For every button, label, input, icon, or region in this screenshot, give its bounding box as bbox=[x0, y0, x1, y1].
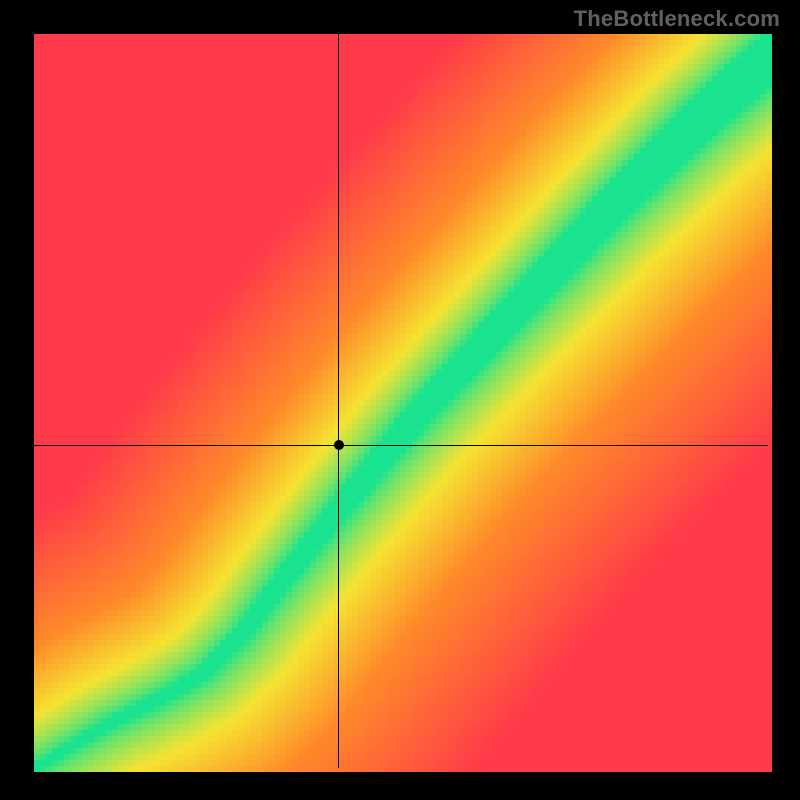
crosshair-vertical bbox=[338, 34, 339, 768]
watermark-text: TheBottleneck.com bbox=[574, 6, 780, 32]
chart-container: TheBottleneck.com bbox=[0, 0, 800, 800]
crosshair-horizontal bbox=[34, 445, 768, 446]
heatmap-canvas bbox=[0, 0, 800, 800]
marker-dot bbox=[334, 440, 344, 450]
